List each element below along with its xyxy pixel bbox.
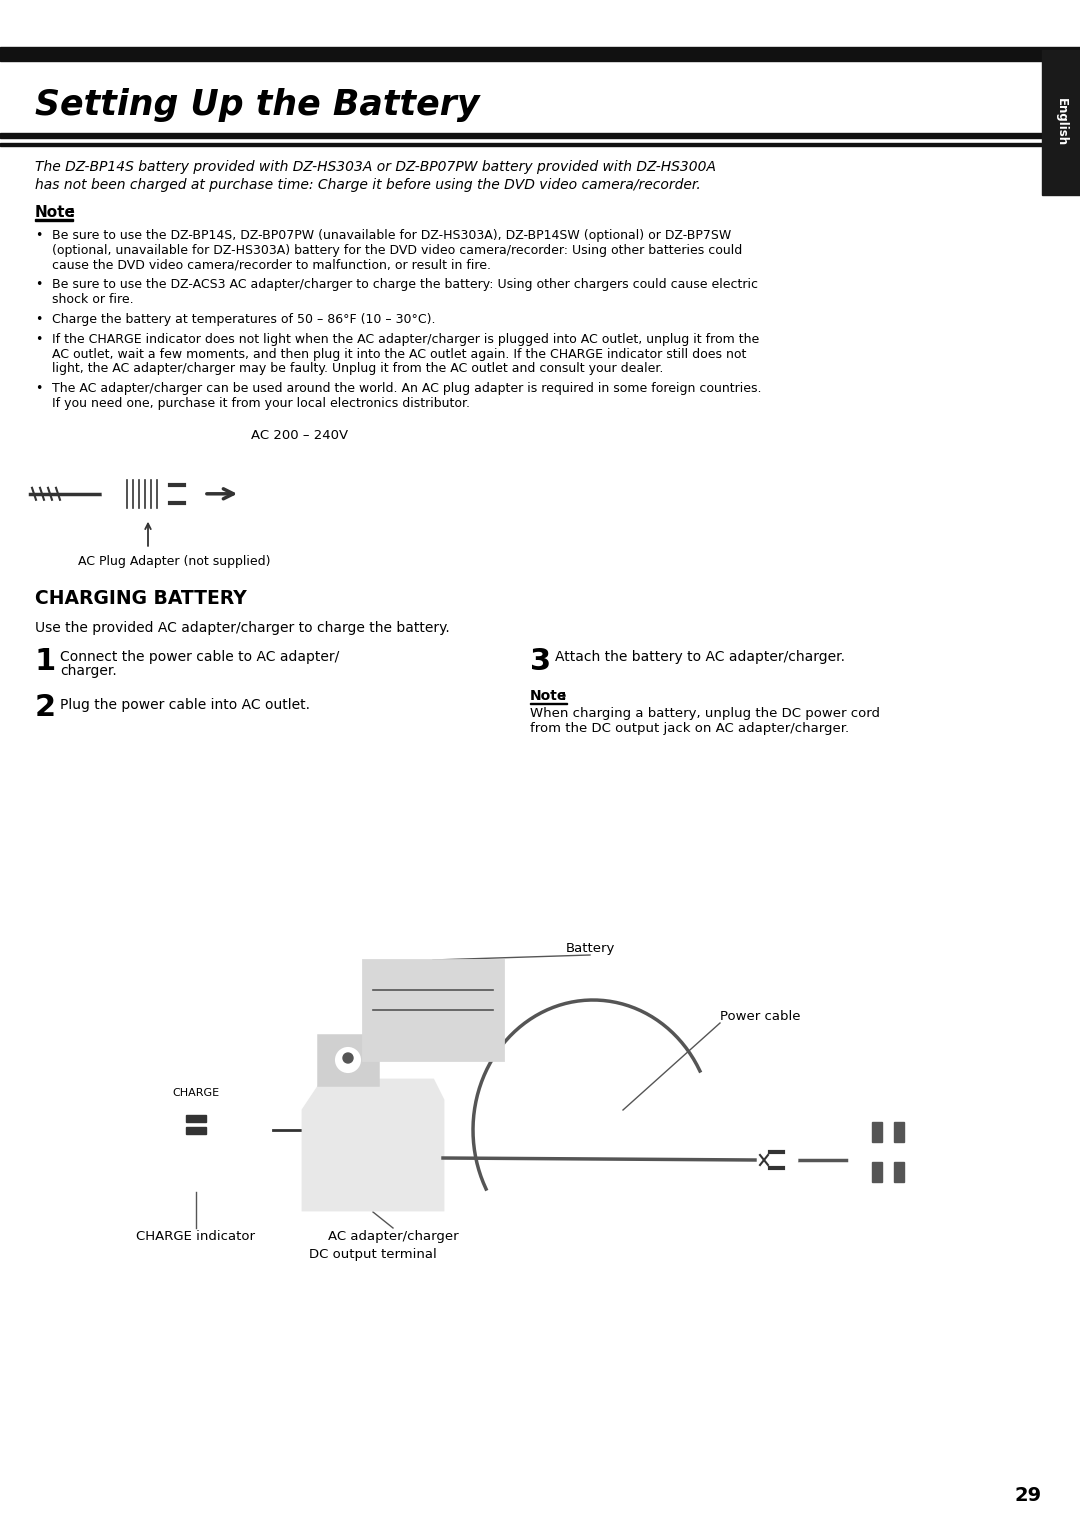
- Text: Note: Note: [35, 206, 76, 220]
- Text: charger.: charger.: [60, 663, 117, 678]
- Text: AC adapter/charger: AC adapter/charger: [327, 1230, 458, 1243]
- Text: CHARGE: CHARGE: [172, 1088, 219, 1098]
- Text: shock or fire.: shock or fire.: [52, 293, 134, 305]
- Text: Connect the power cable to AC adapter/: Connect the power cable to AC adapter/: [60, 649, 339, 663]
- Circle shape: [295, 485, 306, 496]
- Text: 29: 29: [1015, 1486, 1042, 1504]
- Text: CHARGE indicator: CHARGE indicator: [136, 1230, 255, 1243]
- Bar: [0, 134, 1080, 138]
- Bar: [183, 1105, 208, 1147]
- Text: :: :: [561, 689, 566, 703]
- Text: (optional, unavailable for DZ-HS303A) battery for the DVD video camera/recorder:: (optional, unavailable for DZ-HS303A) ba…: [52, 244, 742, 256]
- Text: :: :: [68, 206, 75, 220]
- Bar: [114, 508, 159, 516]
- Bar: [894, 1162, 904, 1182]
- Bar: [872, 1122, 882, 1142]
- Text: from the DC output jack on AC adapter/charger.: from the DC output jack on AC adapter/ch…: [530, 721, 849, 735]
- Text: Setting Up the Battery: Setting Up the Battery: [35, 87, 480, 121]
- Text: AC outlet, wait a few moments, and then plug it into the AC outlet again. If the: AC outlet, wait a few moments, and then …: [52, 347, 746, 361]
- Circle shape: [269, 485, 280, 496]
- Polygon shape: [303, 1081, 443, 1210]
- Text: Plug the power cable into AC outlet.: Plug the power cable into AC outlet.: [60, 698, 310, 712]
- FancyBboxPatch shape: [245, 451, 329, 528]
- Ellipse shape: [103, 484, 121, 505]
- Bar: [363, 959, 503, 1061]
- Bar: [0, 143, 1080, 146]
- Text: •: •: [35, 382, 42, 394]
- Text: The DZ-BP14S battery provided with DZ-HS303A or DZ-BP07PW battery provided with : The DZ-BP14S battery provided with DZ-HS…: [35, 160, 716, 173]
- Text: cause the DVD video camera/recorder to malfunction, or result in fire.: cause the DVD video camera/recorder to m…: [52, 258, 491, 272]
- Text: 2: 2: [35, 692, 56, 721]
- Circle shape: [343, 1053, 353, 1064]
- Bar: [118, 1070, 273, 1190]
- Text: Be sure to use the DZ-ACS3 AC adapter/charger to charge the battery: Using other: Be sure to use the DZ-ACS3 AC adapter/ch…: [52, 278, 758, 292]
- Text: The AC adapter/charger can be used around the world. An AC plug adapter is requi: The AC adapter/charger can be used aroun…: [52, 382, 761, 394]
- Text: Note: Note: [530, 689, 567, 703]
- Text: light, the AC adapter/charger may be faulty. Unplug it from the AC outlet and co: light, the AC adapter/charger may be fau…: [52, 362, 663, 376]
- Bar: [186, 1114, 205, 1122]
- Bar: [318, 1035, 378, 1085]
- Text: 3: 3: [530, 646, 551, 675]
- Bar: [1042, 51, 1080, 195]
- Text: Power cable: Power cable: [720, 1010, 800, 1022]
- Text: Be sure to use the DZ-BP14S, DZ-BP07PW (unavailable for DZ-HS303A), DZ-BP14SW (o: Be sure to use the DZ-BP14S, DZ-BP07PW (…: [52, 229, 731, 243]
- Text: •: •: [35, 313, 42, 325]
- Bar: [118, 477, 170, 510]
- Text: When charging a battery, unplug the DC power cord: When charging a battery, unplug the DC p…: [530, 706, 880, 720]
- Text: Attach the battery to AC adapter/charger.: Attach the battery to AC adapter/charger…: [555, 649, 845, 663]
- Text: Use the provided AC adapter/charger to charge the battery.: Use the provided AC adapter/charger to c…: [35, 620, 449, 635]
- Bar: [872, 1162, 882, 1182]
- FancyBboxPatch shape: [846, 1096, 929, 1223]
- Text: CHARGING BATTERY: CHARGING BATTERY: [35, 589, 246, 608]
- Text: If you need one, purchase it from your local electronics distributor.: If you need one, purchase it from your l…: [52, 398, 470, 410]
- Text: •: •: [35, 229, 42, 243]
- Text: AC Plug Adapter (not supplied): AC Plug Adapter (not supplied): [78, 554, 270, 568]
- Bar: [0, 48, 1080, 61]
- Text: If the CHARGE indicator does not light when the AC adapter/charger is plugged in: If the CHARGE indicator does not light w…: [52, 333, 759, 345]
- Text: Battery: Battery: [565, 942, 615, 955]
- Text: •: •: [35, 278, 42, 292]
- Text: English: English: [1054, 98, 1067, 146]
- Bar: [0, 141, 1080, 143]
- Bar: [894, 1122, 904, 1142]
- Text: DC output terminal: DC output terminal: [309, 1248, 437, 1260]
- Bar: [186, 1127, 205, 1134]
- Text: •: •: [35, 333, 42, 345]
- Circle shape: [336, 1048, 360, 1071]
- Text: 1: 1: [35, 646, 56, 675]
- Text: Charge the battery at temperatures of 50 – 86°F (10 – 30°C).: Charge the battery at temperatures of 50…: [52, 313, 435, 325]
- Ellipse shape: [258, 464, 316, 516]
- Bar: [114, 471, 159, 479]
- Text: AC 200 – 240V: AC 200 – 240V: [252, 428, 349, 442]
- Circle shape: [783, 1153, 797, 1167]
- Text: has not been charged at purchase time: Charge it before using the DVD video came: has not been charged at purchase time: C…: [35, 178, 701, 192]
